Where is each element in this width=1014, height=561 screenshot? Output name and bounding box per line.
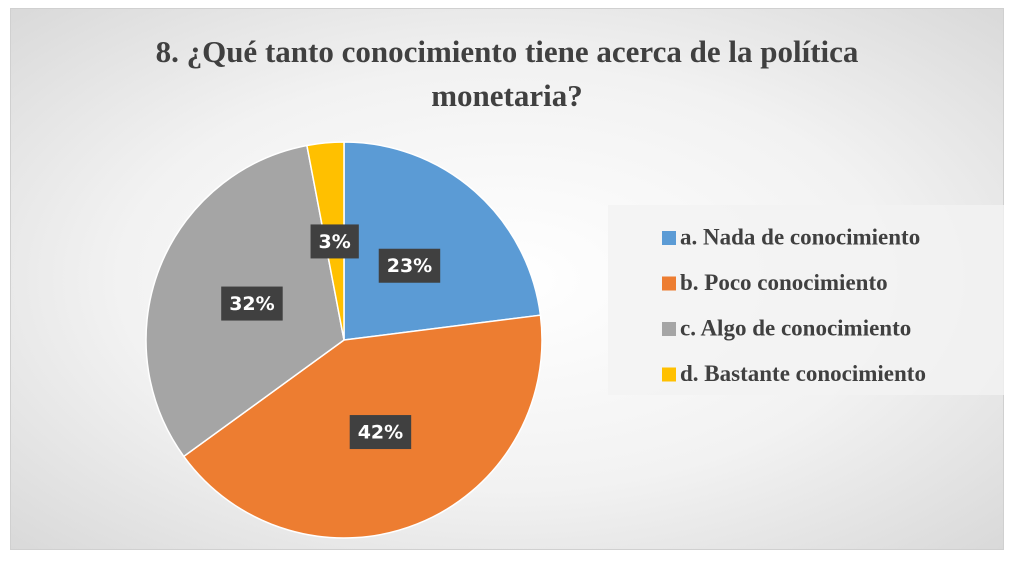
data-label: 23% — [378, 248, 441, 283]
chart-title: 8. ¿Qué tanto conocimiento tiene acerca … — [155, 34, 859, 113]
data-label: 3% — [310, 224, 359, 259]
data-label-text: 42% — [358, 422, 403, 444]
data-label-text: 32% — [229, 293, 274, 315]
legend-label: a. Nada de conocimiento — [680, 224, 920, 249]
data-label-box — [378, 248, 441, 283]
legend-swatch — [662, 276, 676, 291]
data-label: 32% — [221, 286, 283, 321]
legend-label: b. Poco conocimiento — [680, 270, 888, 295]
data-label-text: 3% — [319, 231, 351, 253]
pie-slice — [343, 141, 542, 341]
legend-label: d. Bastante conocimiento — [680, 361, 926, 386]
legend-swatch — [662, 231, 676, 245]
data-label-box — [221, 286, 283, 321]
data-label-text: 23% — [387, 255, 432, 277]
data-label: 42% — [349, 415, 412, 450]
data-label-box — [349, 415, 412, 450]
legend-swatch — [662, 367, 676, 382]
legend-label: c. Algo de conocimiento — [680, 315, 911, 340]
data-label-box — [310, 224, 359, 259]
legend-swatch — [662, 322, 676, 336]
